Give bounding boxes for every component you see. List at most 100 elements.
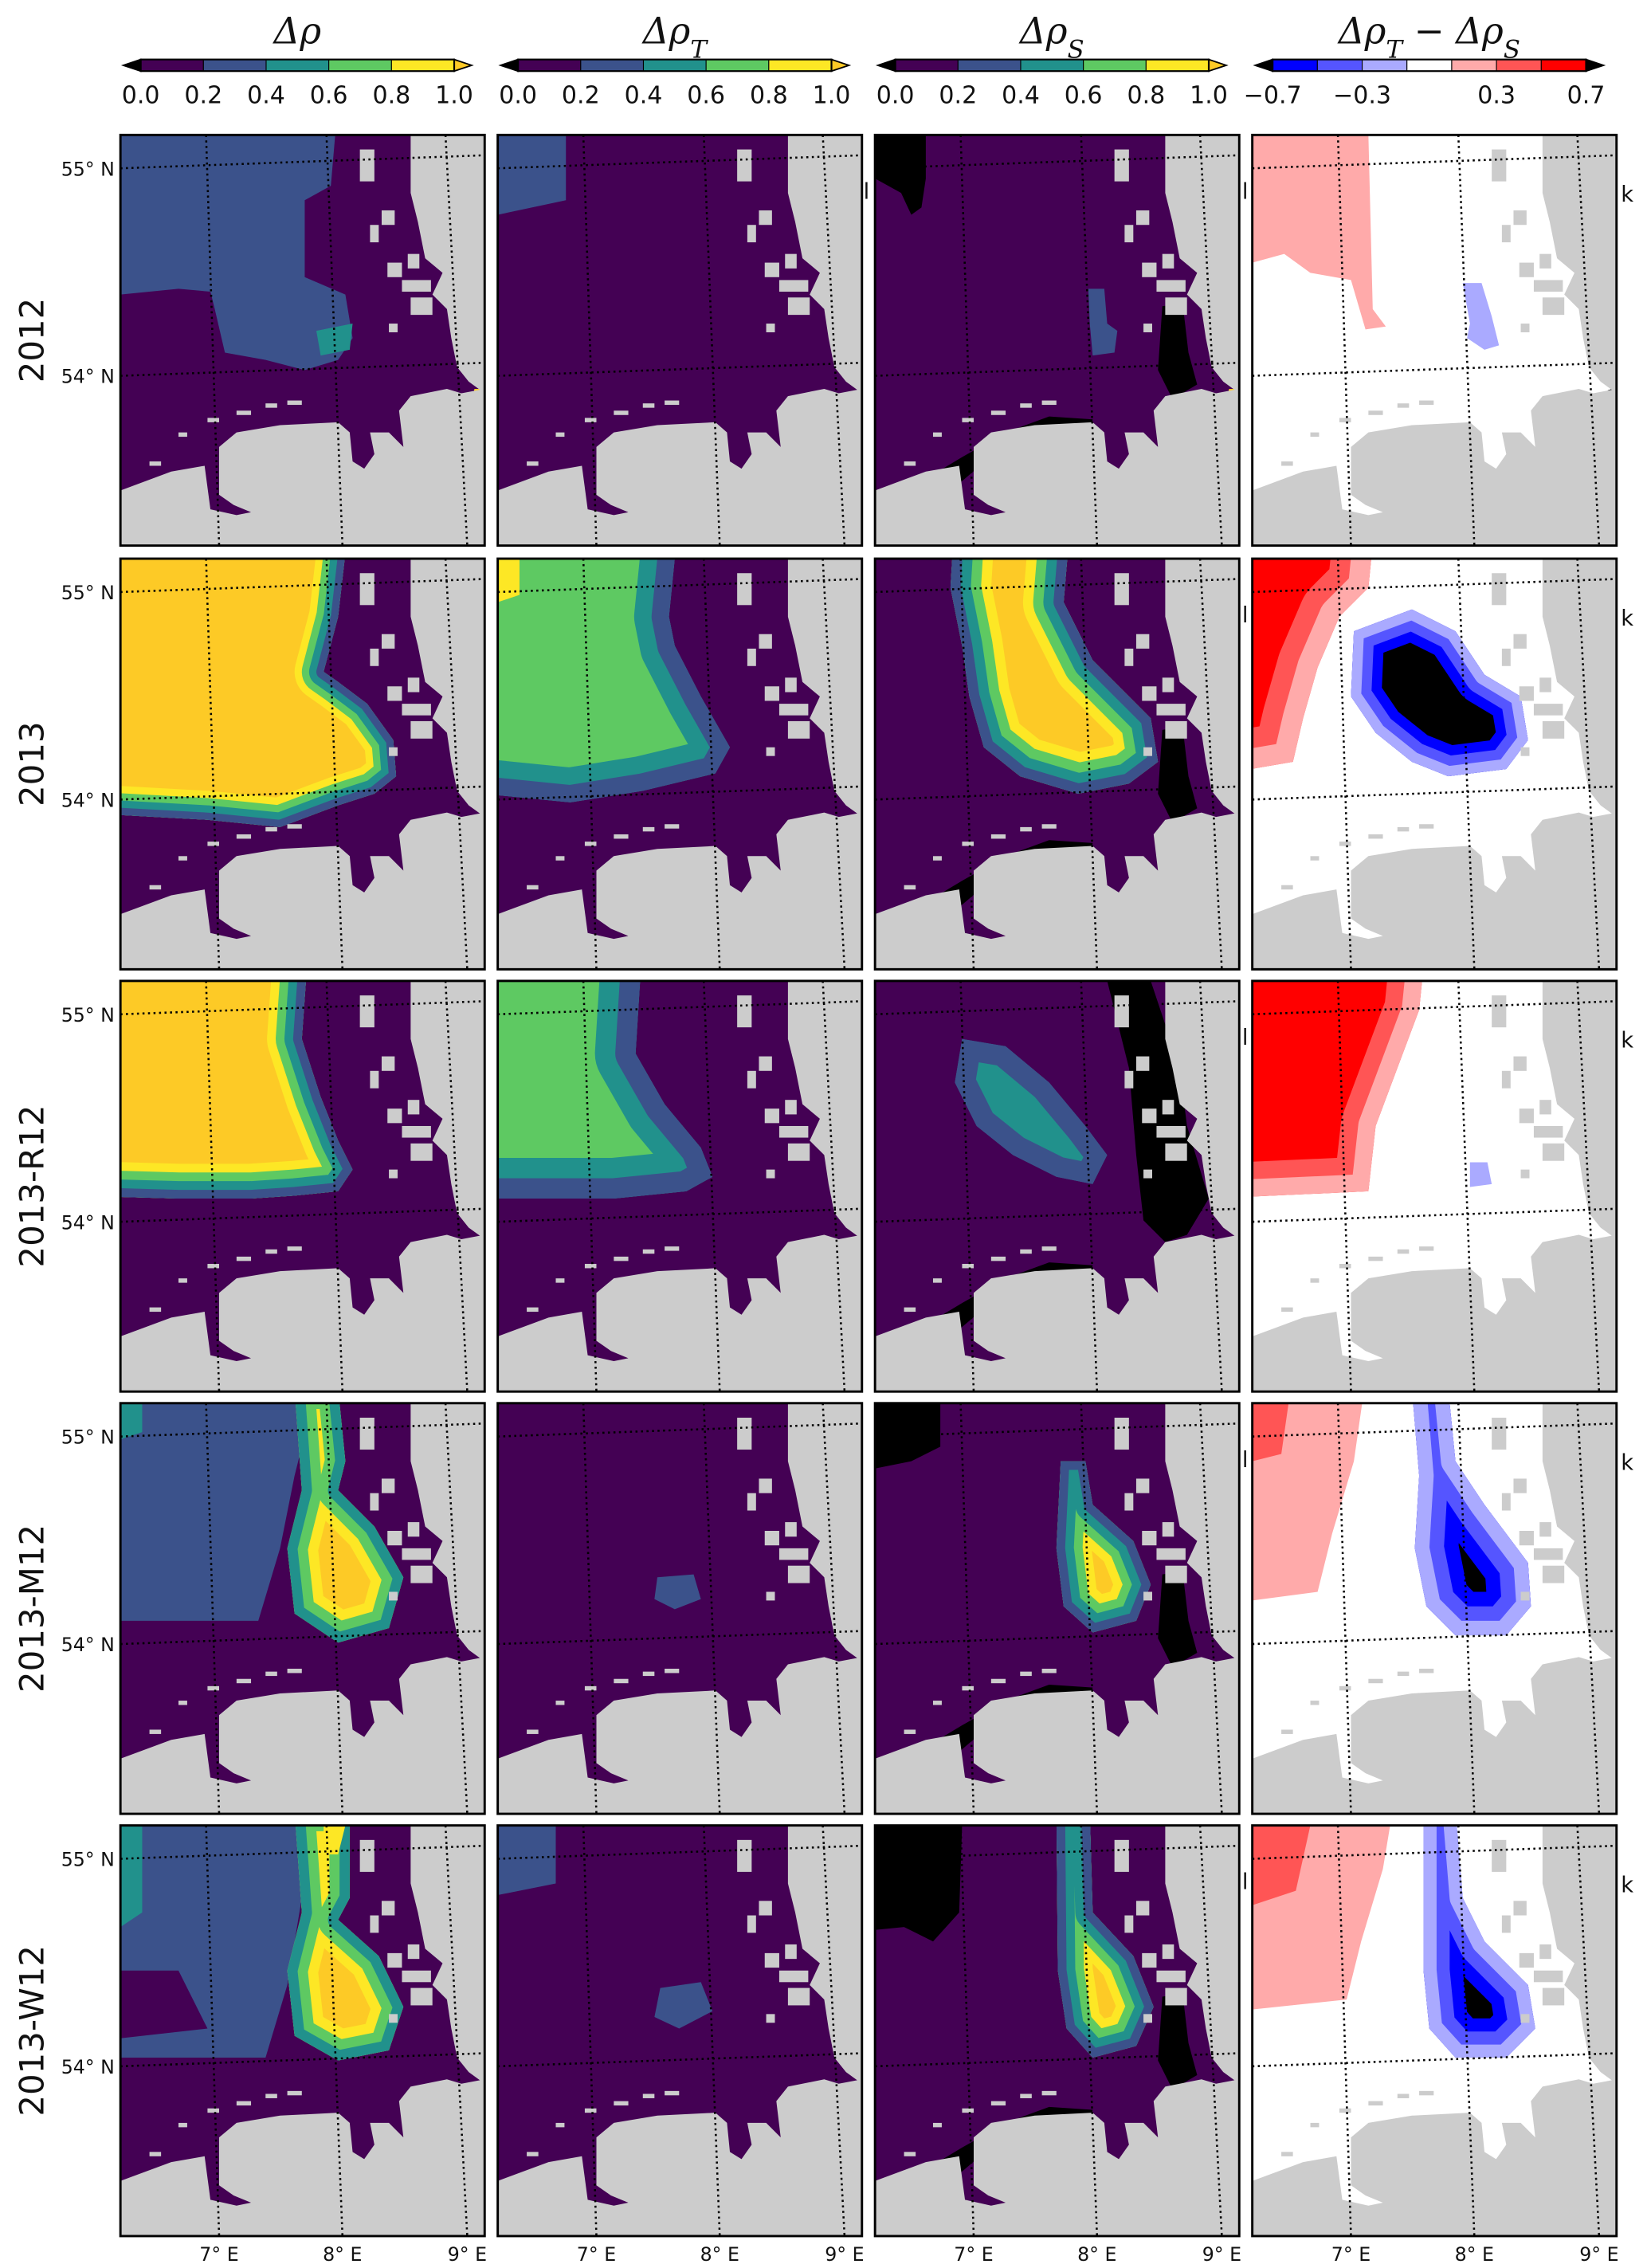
island	[1368, 834, 1383, 839]
island	[402, 1970, 431, 1983]
panel-field	[875, 980, 1240, 1392]
colorbar-bin	[1540, 59, 1587, 72]
field-plume	[120, 559, 397, 827]
island	[410, 720, 433, 739]
island	[387, 262, 402, 277]
gridline-lat-54	[497, 1630, 862, 1646]
island	[149, 1729, 162, 1734]
island	[1533, 1125, 1563, 1138]
land-east	[1542, 559, 1617, 818]
island	[1419, 824, 1434, 829]
island	[764, 262, 779, 277]
stray-glyph: l	[864, 179, 870, 204]
land-east	[1542, 135, 1617, 394]
field-region	[1158, 1993, 1198, 2090]
gridline-lon-8	[702, 135, 721, 546]
colorbar-bin	[1145, 59, 1210, 72]
field-region	[120, 1970, 208, 2038]
field-region	[120, 1403, 143, 1440]
panel-2013-col0	[119, 557, 486, 971]
island	[555, 432, 565, 438]
colorbar-extend-under	[498, 58, 520, 73]
colorbar-tick-label: 0.4	[625, 81, 663, 109]
island	[387, 686, 402, 701]
gridline-lat-54	[497, 361, 862, 377]
island	[1419, 1246, 1434, 1251]
island	[402, 1548, 431, 1560]
gridline-lon-9	[1576, 135, 1601, 546]
field-plume-band	[1252, 559, 1376, 777]
land-east	[1165, 135, 1240, 394]
island	[642, 826, 655, 832]
island	[178, 1701, 187, 1705]
gridline-lat-54	[120, 1207, 485, 1223]
island	[1513, 1478, 1527, 1493]
island	[381, 1901, 395, 1916]
panel-2012-col1	[496, 133, 864, 547]
gridline-lat-54	[120, 1630, 485, 1646]
island	[1397, 403, 1410, 408]
lon-label: 7° E	[1331, 2243, 1371, 2266]
island	[785, 253, 797, 269]
island	[904, 2152, 916, 2156]
land-south	[1252, 388, 1617, 546]
gridline-lat-54	[497, 785, 862, 801]
island	[1539, 677, 1551, 693]
island	[759, 210, 772, 226]
gridline-lon-9	[822, 1825, 846, 2236]
gridline-lon-8	[1457, 980, 1476, 1392]
panel-frame	[1251, 1402, 1618, 1815]
island	[1513, 634, 1527, 649]
island	[1513, 210, 1527, 226]
column-title: ΔρT	[641, 10, 709, 65]
island	[614, 410, 629, 415]
island	[766, 1169, 775, 1179]
island	[1520, 324, 1530, 332]
gridline-lon-7	[205, 1825, 221, 2236]
land-east	[787, 1825, 862, 2084]
island	[1519, 262, 1534, 277]
field-region	[120, 1825, 143, 1928]
field-plume-band	[287, 1825, 404, 2061]
gridline-lon-7	[582, 1403, 598, 1815]
island	[1520, 1169, 1530, 1179]
land-south	[497, 2079, 862, 2236]
island	[381, 634, 395, 649]
gridline-lon-8	[325, 559, 344, 970]
island	[1156, 1548, 1186, 1560]
colorbar-extend-over	[453, 58, 474, 73]
lon-label: 8° E	[1455, 2243, 1494, 2266]
gridline-lon-9	[1198, 1403, 1223, 1815]
column-title-part: S	[1504, 36, 1520, 65]
colorbar-tick-label: −0.7	[1244, 81, 1302, 109]
gridline-lon-8	[1457, 135, 1476, 546]
island	[407, 1522, 420, 1537]
island	[389, 2014, 398, 2023]
island	[764, 686, 779, 701]
island	[1368, 410, 1383, 415]
island	[1020, 826, 1032, 832]
island	[207, 418, 219, 422]
land-east	[787, 980, 862, 1240]
land-south	[120, 2079, 485, 2236]
island	[747, 648, 756, 666]
panel-frame	[119, 557, 486, 971]
island	[527, 2152, 539, 2156]
field-region	[1107, 980, 1210, 1242]
field-plume	[1056, 1461, 1151, 1633]
island	[764, 1952, 779, 1968]
stray-glyph: k	[1621, 1029, 1633, 1054]
gridline-lon-8	[1080, 980, 1099, 1392]
gridline-lon-9	[444, 559, 469, 970]
island	[207, 2108, 219, 2113]
island	[1513, 1056, 1527, 1071]
island	[287, 400, 302, 406]
gridline-lat-55	[497, 1844, 862, 1860]
island	[1041, 2090, 1057, 2096]
land-east	[1165, 559, 1240, 818]
gridline-lon-9	[1576, 980, 1601, 1392]
panel-frame	[873, 557, 1241, 971]
column-title-part: S	[1068, 36, 1084, 65]
lon-label: 9° E	[1579, 2243, 1618, 2266]
island	[962, 1685, 974, 1691]
